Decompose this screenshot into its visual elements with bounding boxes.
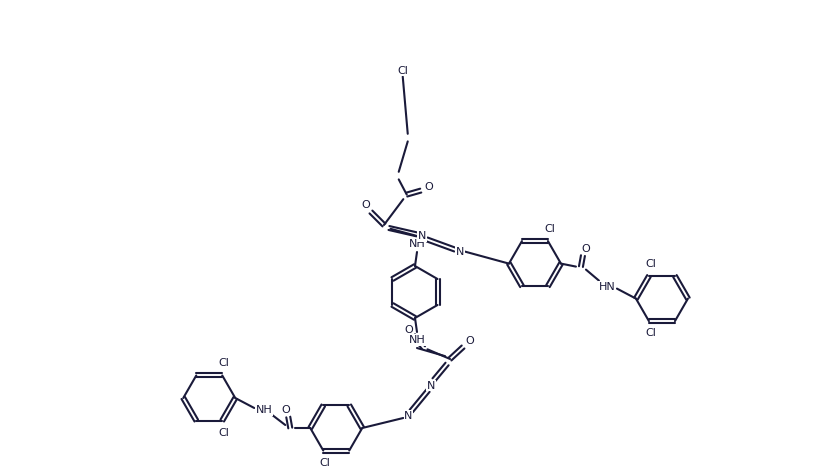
Text: Cl: Cl xyxy=(544,224,555,234)
Text: O: O xyxy=(581,244,589,254)
Text: Cl: Cl xyxy=(218,427,229,437)
Text: Cl: Cl xyxy=(319,457,330,467)
Text: HN: HN xyxy=(598,282,614,292)
Text: N: N xyxy=(456,247,464,257)
Text: N: N xyxy=(404,411,412,421)
Text: Cl: Cl xyxy=(218,358,229,368)
Text: N: N xyxy=(426,381,435,391)
Text: N: N xyxy=(417,231,426,241)
Text: Cl: Cl xyxy=(645,259,655,269)
Text: O: O xyxy=(404,325,412,335)
Text: O: O xyxy=(465,336,474,346)
Text: Cl: Cl xyxy=(397,66,408,76)
Text: NH: NH xyxy=(408,239,425,249)
Text: NH: NH xyxy=(256,405,273,415)
Text: O: O xyxy=(361,200,370,210)
Text: O: O xyxy=(281,405,289,415)
Text: O: O xyxy=(424,182,432,192)
Text: Cl: Cl xyxy=(645,328,655,338)
Text: NH: NH xyxy=(408,335,425,345)
